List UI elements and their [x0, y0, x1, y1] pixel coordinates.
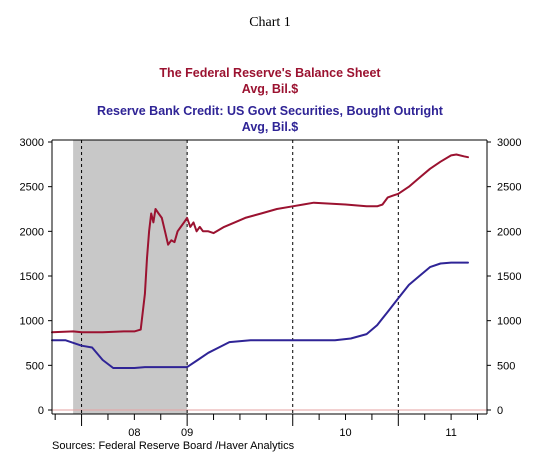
- series-layer: [51, 153, 469, 369]
- x-axis-labels: 08 09 10 11: [128, 427, 457, 439]
- y-tick-label-left-2: 1000: [20, 316, 44, 328]
- recession-shading: [73, 140, 188, 414]
- series-line-0: [51, 153, 469, 334]
- x-tick-label-0: 08: [128, 427, 140, 439]
- y-axis-right-labels: 0 500 1000 1500 2000 2500 3000: [497, 137, 521, 417]
- chart-number: Chart 1: [249, 15, 291, 30]
- gridlines: [52, 140, 487, 414]
- series-line-1: [51, 261, 469, 369]
- x-tick-label-3: 11: [445, 427, 456, 439]
- y-tick-label-right-0: 0: [497, 405, 503, 417]
- y-tick-label-left-0: 0: [38, 405, 44, 417]
- y-tick-label-left-1: 500: [26, 360, 44, 372]
- y-tick-label-right-2: 1000: [497, 316, 521, 328]
- y-tick-label-left-6: 3000: [20, 137, 44, 149]
- y-tick-label-left-3: 1500: [20, 271, 44, 283]
- y-axis-left-labels: 0 500 1000 1500 2000 2500 3000: [20, 137, 44, 417]
- y-tick-label-right-5: 2500: [497, 182, 521, 194]
- x-tick-label-1: 09: [181, 427, 193, 439]
- y-tick-label-right-4: 2000: [497, 226, 521, 238]
- source-note: Sources: Federal Reserve Board /Haver An…: [52, 440, 295, 452]
- chart-subtitle-2: Avg, Bil.$: [242, 120, 299, 134]
- chart-subtitle-1: Avg, Bil.$: [242, 82, 299, 96]
- y-tick-label-right-3: 1500: [497, 271, 521, 283]
- y-tick-label-right-6: 3000: [497, 137, 521, 149]
- recession-shading-layer: [73, 140, 188, 414]
- y-tick-label-left-4: 2000: [20, 226, 44, 238]
- chart-titles: The Federal Reserve's Balance Sheet Avg,…: [97, 66, 444, 134]
- chart-title-2: Reserve Bank Credit: US Govt Securities,…: [97, 104, 444, 118]
- chart-title-1: The Federal Reserve's Balance Sheet: [159, 66, 381, 80]
- axes: [48, 139, 491, 426]
- y-tick-label-right-1: 500: [497, 360, 515, 372]
- y-tick-label-left-5: 2500: [20, 182, 44, 194]
- x-tick-label-2: 10: [339, 427, 351, 439]
